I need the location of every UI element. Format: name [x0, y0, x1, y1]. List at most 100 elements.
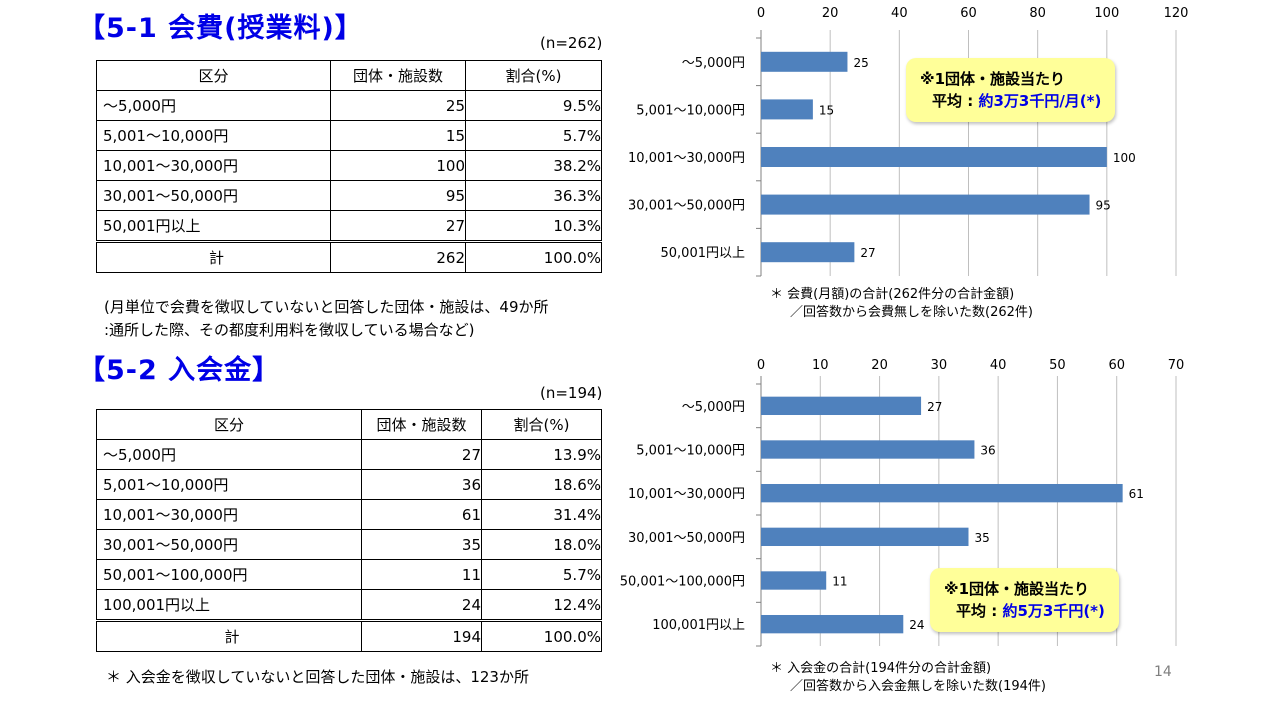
cell-count: 25: [330, 90, 466, 121]
x-tick-label: 40: [990, 358, 1007, 373]
fee-bar-chart: 0 20 40 60 80 100 120 ～5,000円 25 5,001～10,000円 15 1…: [628, 6, 1189, 277]
cell-total-ratio: 100.0%: [481, 619, 602, 652]
cell-ratio: 31.4%: [481, 499, 602, 530]
x-tick-label: 50: [1049, 358, 1066, 373]
x-tick-label: 30: [931, 358, 948, 373]
cell-category: 10,001～30,000円: [96, 499, 362, 530]
entry-fee-chart-note-line-1: ＊ 入会金の合計(194件分の合計金額): [770, 661, 992, 676]
table-total-row: 計 194 100.0%: [96, 619, 602, 652]
x-tick-label: 40: [891, 6, 908, 21]
x-tick-label: 0: [757, 358, 765, 373]
cell-category: 5,001～10,000円: [96, 469, 362, 500]
entry-fee-bar-chart: 0 10 20 30 40 50 60 70 ～5,000円 27 5,001～10,000円 36 1…: [620, 358, 1185, 647]
cell-total-count: 262: [330, 240, 466, 273]
entry-fee-table: 区分 団体・施設数 割合(%) ～5,000円 27 13.9% 5,001～1…: [96, 409, 602, 652]
x-tick-label: 70: [1168, 358, 1185, 373]
x-tick-label: 20: [822, 6, 839, 21]
callout-heading: ※1団体・施設当たり: [944, 580, 1090, 598]
cell-ratio: 12.4%: [481, 589, 602, 621]
category-label: 5,001～10,000円: [636, 444, 745, 459]
category-label: ～5,000円: [682, 56, 745, 71]
section-title-entry-fee: 【5-2 入会金】: [78, 355, 281, 386]
col-header-ratio: 割合(%): [481, 409, 602, 440]
callout-average-label: 平均 :: [932, 92, 979, 110]
bar: [761, 99, 813, 120]
sample-size-fee: (n=262): [540, 34, 603, 52]
callout-average-value: 約5万3千円(*): [1002, 602, 1105, 620]
x-tick-label: 60: [1108, 358, 1125, 373]
category-label: 50,001～100,000円: [620, 575, 745, 590]
fee-note-line-1: (月単位で会費を徴収していないと回答した団体・施設は、49か所: [104, 298, 549, 316]
callout-average-value: 約3万3千円/月(*): [978, 92, 1102, 110]
page-number: 14: [1154, 664, 1172, 680]
data-label: 35: [975, 531, 990, 545]
cell-category: 10,001～30,000円: [96, 150, 331, 181]
bar: [761, 571, 827, 590]
cell-ratio: 10.3%: [465, 210, 602, 242]
cell-count: 35: [361, 529, 482, 560]
fee-chart-note-line-1: ＊ 会費(月額)の合計(262件分の合計金額): [770, 287, 1015, 302]
cell-total-count: 194: [361, 619, 482, 652]
table-total-row: 計 262 100.0%: [96, 240, 602, 273]
cell-ratio: 38.2%: [465, 150, 602, 181]
cell-category: ～5,000円: [96, 90, 331, 121]
cell-count: 95: [330, 180, 466, 211]
cell-ratio: 18.0%: [481, 529, 602, 560]
entry-fee-average-callout: ※1団体・施設当たり 平均 : 約5万3千円(*): [930, 568, 1119, 632]
cell-count: 24: [361, 589, 482, 621]
cell-count: 100: [330, 150, 466, 181]
cell-ratio: 18.6%: [481, 469, 602, 500]
bar: [761, 527, 969, 547]
callout-average-line: 平均 : 約3万3千円/月(*): [920, 90, 1101, 112]
table-row: ～5,000円 27 13.9%: [96, 439, 602, 470]
bar: [761, 242, 855, 263]
table-row: 5,001～10,000円 36 18.6%: [96, 469, 602, 500]
data-label: 24: [909, 618, 924, 632]
cell-ratio: 36.3%: [465, 180, 602, 211]
table-row: 30,001～50,000円 95 36.3%: [96, 180, 602, 211]
bar: [761, 147, 1107, 167]
cell-category: 50,001～100,000円: [96, 559, 362, 590]
fee-average-callout: ※1団体・施設当たり 平均 : 約3万3千円/月(*): [906, 58, 1116, 122]
x-tick-label: 20: [871, 358, 888, 373]
sample-size-entry-fee: (n=194): [540, 384, 603, 402]
table-row: 5,001～10,000円 15 5.7%: [96, 120, 602, 151]
cell-ratio: 9.5%: [465, 90, 602, 121]
table-row: 50,001円以上 27 10.3%: [96, 210, 602, 242]
data-label: 95: [1096, 199, 1111, 213]
bar: [761, 396, 922, 416]
table-row: 10,001～30,000円 100 38.2%: [96, 150, 602, 181]
x-tick-label: 120: [1164, 6, 1189, 21]
table-row: 30,001～50,000円 35 18.0%: [96, 529, 602, 560]
bar: [761, 194, 1090, 215]
x-tick-label: 60: [960, 6, 977, 21]
category-label: 10,001～30,000円: [628, 487, 745, 502]
callout-average-label: 平均 :: [956, 602, 1003, 620]
bar: [761, 614, 904, 634]
callout-average-line: 平均 : 約5万3千円(*): [944, 600, 1105, 622]
fee-chart-note: ＊ 会費(月額)の合計(262件分の合計金額) ／回答数から会費無しを除いた数(…: [770, 286, 1033, 322]
x-tick-label: 100: [1094, 6, 1119, 21]
category-label: 30,001～50,000円: [628, 199, 745, 214]
bar: [761, 440, 975, 459]
x-tick-label: 0: [757, 6, 765, 21]
bar: [761, 51, 848, 72]
cell-category: 30,001～50,000円: [96, 180, 331, 211]
category-label: ～5,000円: [682, 400, 745, 415]
cell-count: 61: [361, 499, 482, 530]
cell-total-label: 計: [96, 240, 331, 273]
category-label: 100,001円以上: [652, 618, 745, 633]
entry-fee-note-line-1: ＊ 入会金を徴収していないと回答した団体・施設は、123か所: [106, 668, 529, 686]
data-label: 36: [980, 444, 995, 458]
cell-count: 15: [330, 120, 466, 151]
fee-note-line-2: :通所した際、その都度利用料を徴収している場合など): [104, 321, 475, 339]
entry-fee-note: ＊ 入会金を徴収していないと回答した団体・施設は、123か所: [106, 666, 529, 689]
data-label: 27: [927, 400, 942, 414]
cell-total-label: 計: [96, 619, 362, 652]
table-row: 10,001～30,000円 61 31.4%: [96, 499, 602, 530]
cell-total-ratio: 100.0%: [465, 240, 602, 273]
fee-chart-note-line-2: ／回答数から会費無しを除いた数(262件): [790, 305, 1033, 320]
cell-category: ～5,000円: [96, 439, 362, 470]
table-row: 50,001～100,000円 11 5.7%: [96, 559, 602, 590]
data-label: 27: [860, 246, 875, 260]
